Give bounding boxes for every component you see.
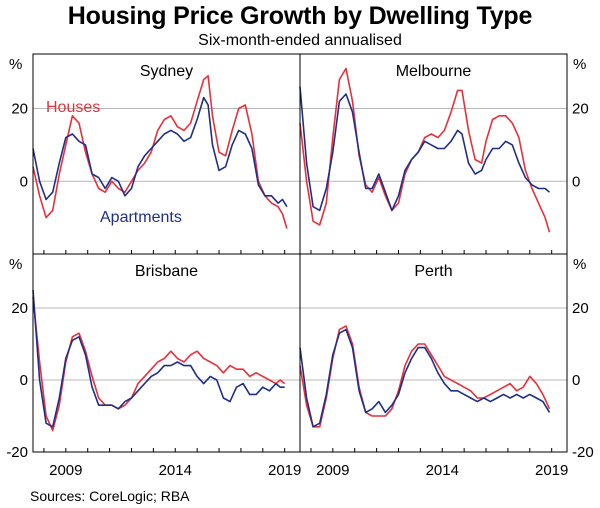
series-line-brisbane-apartments xyxy=(32,289,285,428)
x-tick-label: 2019 xyxy=(268,462,301,479)
series-line-melbourne-apartments xyxy=(299,86,551,212)
x-tick-label: 2009 xyxy=(49,462,82,479)
source-note: Sources: CoreLogic; RBA xyxy=(30,488,190,504)
series-line-melbourne-houses xyxy=(299,67,551,233)
x-tick-label: 2009 xyxy=(316,462,349,479)
y-unit-label: % xyxy=(9,56,22,73)
y-tick-label: 20 xyxy=(11,300,28,317)
panel-title: Sydney xyxy=(140,63,193,80)
y-tick-label: -20 xyxy=(572,444,594,461)
y-tick-label: -20 xyxy=(6,444,28,461)
x-tick-label: 2014 xyxy=(159,462,192,479)
series-line-sydney-houses xyxy=(32,75,288,229)
y-unit-label: % xyxy=(9,256,22,273)
panel-title: Melbourne xyxy=(396,63,472,80)
series-line-brisbane-houses xyxy=(32,297,286,432)
y-unit-label: % xyxy=(573,256,586,273)
y-tick-label: 0 xyxy=(572,173,580,190)
y-tick-label: 0 xyxy=(572,372,580,389)
y-tick-label: 0 xyxy=(20,372,28,389)
series-line-sydney-apartments xyxy=(32,96,288,208)
y-tick-label: 20 xyxy=(572,101,589,118)
y-tick-label: 20 xyxy=(572,300,589,317)
y-tick-label: 0 xyxy=(20,173,28,190)
y-tick-label: 20 xyxy=(11,101,28,118)
panel-title: Perth xyxy=(414,263,452,280)
x-tick-label: 2019 xyxy=(535,462,568,479)
series-label-houses: Houses xyxy=(46,99,100,116)
chart-subtitle: Six-month-ended annualised xyxy=(198,32,402,49)
x-tick-label: 2014 xyxy=(426,462,459,479)
chart-title: Housing Price Growth by Dwelling Type xyxy=(67,2,533,30)
series-label-apartments: Apartments xyxy=(100,209,182,226)
y-unit-label: % xyxy=(573,56,586,73)
panel-title: Brisbane xyxy=(135,263,198,280)
series-line-perth-houses xyxy=(299,325,551,428)
series-line-perth-apartments xyxy=(299,328,551,428)
